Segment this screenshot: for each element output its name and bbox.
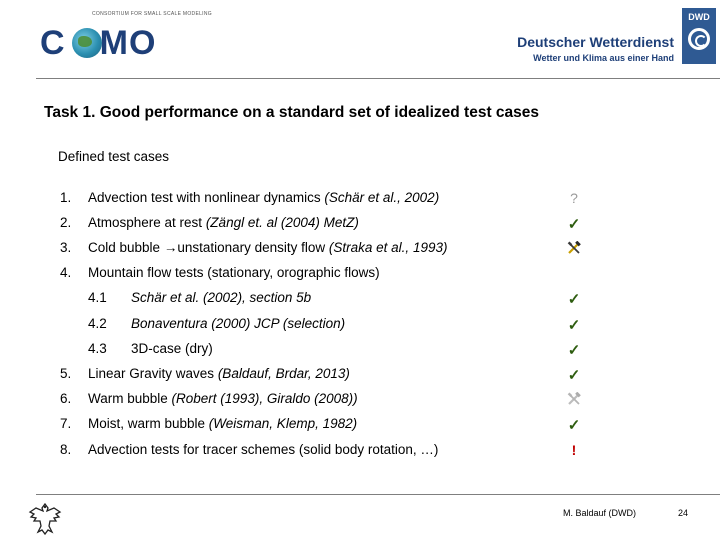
item-label: Advection test with nonlinear dynamics bbox=[88, 190, 325, 205]
footer-author: M. Baldauf (DWD) bbox=[563, 508, 637, 518]
page-number: 24 bbox=[678, 508, 689, 518]
item-number: 7. bbox=[60, 416, 72, 431]
globe-icon bbox=[72, 28, 102, 58]
list-item: 8. Advection tests for tracer schemes (s… bbox=[0, 442, 720, 462]
list-item: 4.3 3D-case (dry) ✓ bbox=[0, 341, 720, 361]
intro-label: Defined test cases bbox=[58, 149, 170, 164]
dwd-abbreviation: DWD bbox=[688, 12, 710, 22]
list-item: 1. Advection test with nonlinear dynamic… bbox=[0, 190, 720, 210]
dwd-name: Deutscher Wetterdienst bbox=[517, 34, 674, 50]
list-item: 4. Mountain flow tests (stationary, orog… bbox=[0, 265, 720, 285]
item-reference: (Zängl et. al (2004) MetZ) bbox=[205, 215, 359, 230]
list-item: 5. Linear Gravity waves (Baldauf, Brdar,… bbox=[0, 366, 720, 386]
cosmo-logo: CONSORTIUM FOR SMALL SCALE MODELING C SM… bbox=[34, 8, 212, 64]
item-number: 5. bbox=[60, 366, 72, 381]
item-text: 3D-case (dry) bbox=[131, 341, 213, 356]
check-icon: ✓ bbox=[567, 216, 581, 233]
item-text: Moist, warm bubble (Weisman, Klemp, 1982… bbox=[88, 416, 357, 431]
item-text: Linear Gravity waves (Baldauf, Brdar, 20… bbox=[88, 366, 350, 381]
arrow-icon: → bbox=[163, 240, 178, 255]
dwd-tagline: Wetter und Klima aus einer Hand bbox=[533, 53, 674, 63]
alert-icon: ! bbox=[571, 442, 577, 458]
item-text: Cold bubble →unstationary density flow (… bbox=[88, 240, 447, 255]
tools-icon bbox=[566, 240, 582, 259]
item-number: 8. bbox=[60, 442, 72, 457]
check-icon: ✓ bbox=[567, 367, 581, 384]
item-text: Schär et al. (2002), section 5b bbox=[131, 290, 312, 305]
list-item: 4.1 Schär et al. (2002), section 5b ✓ bbox=[0, 290, 720, 310]
list-item: 7. Moist, warm bubble (Weisman, Klemp, 1… bbox=[0, 416, 720, 436]
item-label: Warm bubble bbox=[88, 391, 172, 406]
item-label: Linear Gravity waves bbox=[88, 366, 218, 381]
dwd-logo: Deutscher Wetterdienst Wetter und Klima … bbox=[490, 2, 720, 66]
item-reference: (Weisman, Klemp, 1982) bbox=[208, 416, 358, 431]
item-label: Cold bubble bbox=[88, 240, 164, 255]
item-label: Atmosphere at rest bbox=[88, 215, 206, 230]
item-reference: (Baldauf, Brdar, 2013) bbox=[217, 366, 350, 381]
item-text: Advection tests for tracer schemes (soli… bbox=[88, 442, 439, 457]
item-reference: (Schär et al., 2002) bbox=[324, 190, 440, 205]
item-number: 4.2 bbox=[88, 316, 107, 331]
item-text: Atmosphere at rest (Zängl et. al (2004) … bbox=[88, 215, 359, 230]
item-text: Advection test with nonlinear dynamics (… bbox=[88, 190, 439, 205]
list-item: 4.2 Bonaventura (2000) JCP (selection) ✓ bbox=[0, 316, 720, 336]
tools-icon bbox=[566, 391, 582, 410]
check-icon: ✓ bbox=[567, 417, 581, 434]
item-reference: (Straka et al., 1993) bbox=[328, 240, 448, 255]
item-number: 2. bbox=[60, 215, 72, 230]
header-divider bbox=[36, 78, 720, 79]
slide-title: Task 1. Good performance on a standard s… bbox=[44, 104, 540, 121]
item-number: 4.1 bbox=[88, 290, 107, 305]
item-label-cont: unstationary density flow bbox=[177, 240, 329, 255]
item-reference: (Robert (1993), Giraldo (2008)) bbox=[171, 391, 358, 406]
list-item: 2. Atmosphere at rest (Zängl et. al (200… bbox=[0, 215, 720, 235]
item-number: 3. bbox=[60, 240, 72, 255]
item-number: 6. bbox=[60, 391, 72, 406]
item-text: Warm bubble (Robert (1993), Giraldo (200… bbox=[88, 391, 358, 406]
item-number: 4.3 bbox=[88, 341, 107, 356]
item-label: Moist, warm bubble bbox=[88, 416, 209, 431]
check-icon: ✓ bbox=[567, 342, 581, 359]
swirl-icon bbox=[688, 28, 710, 50]
federal-eagle-icon bbox=[28, 500, 62, 538]
question-icon: ? bbox=[570, 190, 578, 206]
item-number: 1. bbox=[60, 190, 72, 205]
item-number: 4. bbox=[60, 265, 72, 280]
footer-divider bbox=[36, 494, 720, 495]
cosmo-subtitle: CONSORTIUM FOR SMALL SCALE MODELING bbox=[92, 11, 212, 17]
item-text: Bonaventura (2000) JCP (selection) bbox=[131, 316, 346, 331]
dwd-emblem: DWD bbox=[682, 8, 716, 64]
check-icon: ✓ bbox=[567, 291, 581, 308]
list-item: 3. Cold bubble →unstationary density flo… bbox=[0, 240, 720, 260]
check-icon: ✓ bbox=[567, 317, 581, 334]
list-item: 6. Warm bubble (Robert (1993), Giraldo (… bbox=[0, 391, 720, 411]
item-text: Mountain flow tests (stationary, orograp… bbox=[88, 265, 380, 280]
